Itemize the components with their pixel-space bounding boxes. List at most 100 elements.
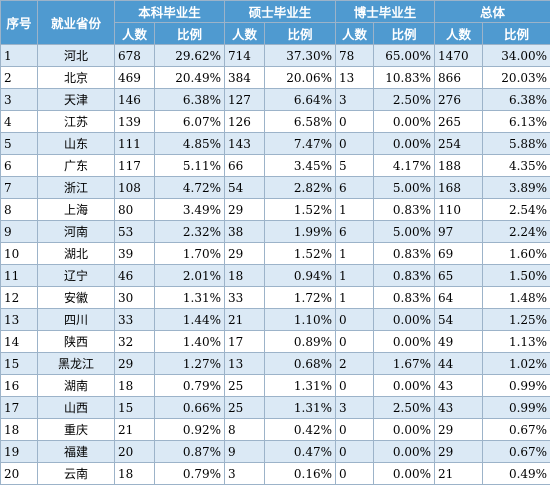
bachelor-ratio-cell: 6.38%: [155, 89, 225, 111]
master-count-cell: 33: [225, 287, 265, 309]
bachelor-count-cell: 20: [115, 441, 155, 463]
bachelor-count-cell: 678: [115, 45, 155, 67]
total-count-cell: 97: [435, 221, 483, 243]
master-ratio-cell: 20.06%: [265, 67, 336, 89]
bachelor-count-cell: 33: [115, 309, 155, 331]
index-cell: 1: [1, 45, 38, 67]
total-count-cell: 49: [435, 331, 483, 353]
total-count-cell: 276: [435, 89, 483, 111]
master-count-cell: 127: [225, 89, 265, 111]
bachelor-ratio-cell: 2.01%: [155, 265, 225, 287]
header-index: 序号: [1, 1, 38, 45]
province-cell: 辽宁: [38, 265, 115, 287]
province-cell: 陕西: [38, 331, 115, 353]
province-cell: 四川: [38, 309, 115, 331]
index-cell: 17: [1, 397, 38, 419]
doctor-ratio-cell: 0.00%: [374, 463, 435, 485]
bachelor-count-cell: 18: [115, 463, 155, 485]
province-cell: 山西: [38, 397, 115, 419]
master-count-cell: 54: [225, 177, 265, 199]
doctor-ratio-cell: 0.00%: [374, 309, 435, 331]
doctor-ratio-cell: 4.17%: [374, 155, 435, 177]
total-count-cell: 54: [435, 309, 483, 331]
master-ratio-cell: 1.52%: [265, 243, 336, 265]
header-bachelor-count: 人数: [115, 23, 155, 45]
doctor-count-cell: 0: [336, 375, 374, 397]
province-cell: 上海: [38, 199, 115, 221]
index-cell: 9: [1, 221, 38, 243]
index-cell: 18: [1, 419, 38, 441]
province-cell: 江苏: [38, 111, 115, 133]
doctor-ratio-cell: 0.00%: [374, 331, 435, 353]
index-cell: 20: [1, 463, 38, 485]
bachelor-ratio-cell: 5.11%: [155, 155, 225, 177]
header-doctor-ratio: 比例: [374, 23, 435, 45]
bachelor-count-cell: 53: [115, 221, 155, 243]
bachelor-ratio-cell: 0.92%: [155, 419, 225, 441]
province-cell: 重庆: [38, 419, 115, 441]
master-ratio-cell: 2.82%: [265, 177, 336, 199]
header-total-count: 人数: [435, 23, 483, 45]
doctor-ratio-cell: 5.00%: [374, 221, 435, 243]
master-count-cell: 8: [225, 419, 265, 441]
total-count-cell: 43: [435, 397, 483, 419]
total-count-cell: 110: [435, 199, 483, 221]
header-group-doctor: 博士毕业生: [336, 1, 435, 23]
province-cell: 黑龙江: [38, 353, 115, 375]
master-count-cell: 17: [225, 331, 265, 353]
bachelor-count-cell: 39: [115, 243, 155, 265]
doctor-count-cell: 2: [336, 353, 374, 375]
bachelor-count-cell: 30: [115, 287, 155, 309]
total-ratio-cell: 0.99%: [483, 375, 550, 397]
doctor-count-cell: 0: [336, 419, 374, 441]
total-ratio-cell: 0.99%: [483, 397, 550, 419]
total-ratio-cell: 2.54%: [483, 199, 550, 221]
province-cell: 浙江: [38, 177, 115, 199]
index-cell: 8: [1, 199, 38, 221]
province-cell: 湖南: [38, 375, 115, 397]
doctor-count-cell: 0: [336, 441, 374, 463]
master-count-cell: 25: [225, 397, 265, 419]
total-ratio-cell: 1.02%: [483, 353, 550, 375]
master-ratio-cell: 0.89%: [265, 331, 336, 353]
master-ratio-cell: 3.45%: [265, 155, 336, 177]
total-ratio-cell: 1.60%: [483, 243, 550, 265]
doctor-count-cell: 0: [336, 331, 374, 353]
doctor-ratio-cell: 65.00%: [374, 45, 435, 67]
bachelor-count-cell: 15: [115, 397, 155, 419]
header-total-ratio: 比例: [483, 23, 550, 45]
province-cell: 广东: [38, 155, 115, 177]
doctor-count-cell: 78: [336, 45, 374, 67]
bachelor-count-cell: 117: [115, 155, 155, 177]
total-count-cell: 265: [435, 111, 483, 133]
doctor-count-cell: 6: [336, 177, 374, 199]
master-count-cell: 714: [225, 45, 265, 67]
master-ratio-cell: 1.10%: [265, 309, 336, 331]
bachelor-ratio-cell: 0.79%: [155, 463, 225, 485]
bachelor-ratio-cell: 1.44%: [155, 309, 225, 331]
doctor-ratio-cell: 0.83%: [374, 265, 435, 287]
bachelor-ratio-cell: 1.31%: [155, 287, 225, 309]
master-ratio-cell: 1.31%: [265, 397, 336, 419]
header-master-count: 人数: [225, 23, 265, 45]
bachelor-count-cell: 46: [115, 265, 155, 287]
doctor-ratio-cell: 0.83%: [374, 287, 435, 309]
doctor-count-cell: 1: [336, 199, 374, 221]
doctor-count-cell: 1: [336, 287, 374, 309]
index-cell: 4: [1, 111, 38, 133]
bachelor-count-cell: 21: [115, 419, 155, 441]
doctor-ratio-cell: 1.67%: [374, 353, 435, 375]
master-count-cell: 384: [225, 67, 265, 89]
total-ratio-cell: 6.13%: [483, 111, 550, 133]
master-ratio-cell: 1.52%: [265, 199, 336, 221]
header-bachelor-ratio: 比例: [155, 23, 225, 45]
